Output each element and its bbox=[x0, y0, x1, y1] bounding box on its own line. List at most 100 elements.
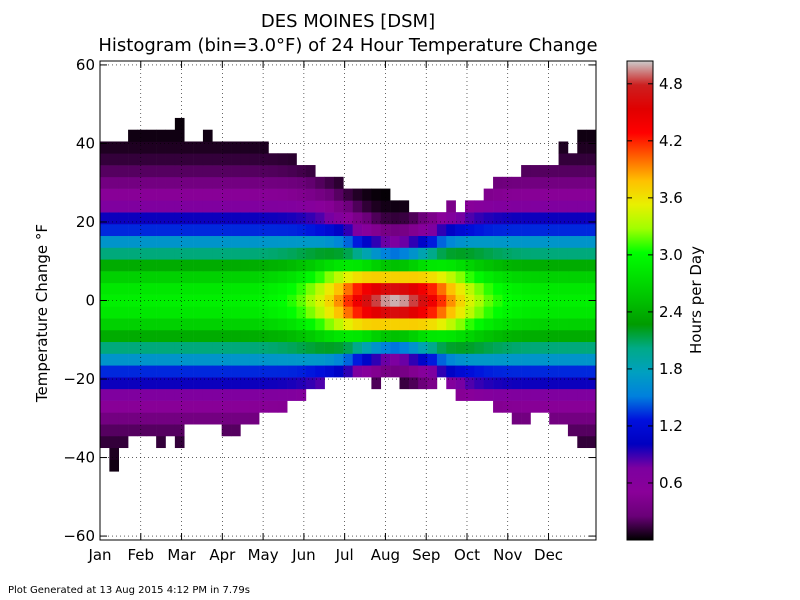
heatmap-cell bbox=[231, 294, 241, 307]
heatmap-cell bbox=[511, 388, 522, 401]
heatmap-cell bbox=[146, 259, 157, 272]
heatmap-cell bbox=[184, 235, 194, 248]
heatmap-cell bbox=[483, 200, 494, 213]
heatmap-cell bbox=[137, 377, 148, 390]
heatmap-cell bbox=[296, 306, 307, 319]
heatmap-cell bbox=[109, 235, 120, 248]
heatmap-cell bbox=[268, 200, 279, 213]
heatmap-cell bbox=[305, 212, 316, 225]
heatmap-cell bbox=[511, 223, 522, 237]
heatmap-cell bbox=[128, 165, 138, 178]
heatmap-cell bbox=[464, 200, 475, 213]
heatmap-cell bbox=[436, 341, 447, 354]
heatmap-cell bbox=[221, 329, 232, 343]
heatmap-cell bbox=[212, 247, 222, 260]
heatmap-cell bbox=[380, 365, 391, 378]
heatmap-cell bbox=[100, 329, 110, 343]
heatmap-cell bbox=[352, 271, 363, 284]
heatmap-cell bbox=[118, 377, 129, 390]
heatmap-cell bbox=[231, 388, 241, 401]
heatmap-cell bbox=[128, 400, 138, 413]
heatmap-cell bbox=[483, 306, 494, 319]
heatmap-cell bbox=[333, 176, 344, 189]
heatmap-cell bbox=[502, 247, 513, 260]
heatmap-cell bbox=[184, 341, 194, 354]
heatmap-cell bbox=[558, 212, 569, 225]
heatmap-cell bbox=[446, 271, 456, 284]
heatmap-cell bbox=[109, 400, 120, 413]
heatmap-cell bbox=[100, 141, 110, 154]
heatmap-cell bbox=[296, 271, 307, 284]
heatmap-cell bbox=[352, 282, 363, 295]
heatmap-cell bbox=[202, 141, 213, 154]
heatmap-cell bbox=[287, 329, 297, 343]
heatmap-cell bbox=[259, 341, 269, 354]
heatmap-cell bbox=[305, 306, 316, 319]
heatmap-cell bbox=[156, 259, 166, 272]
heatmap-cell bbox=[446, 365, 456, 378]
heatmap-cell bbox=[427, 235, 438, 248]
heatmap-cell bbox=[493, 341, 503, 354]
heatmap-cell bbox=[567, 318, 578, 331]
heatmap-cell bbox=[539, 306, 550, 319]
heatmap-cell bbox=[231, 329, 241, 343]
heatmap-cell bbox=[399, 318, 410, 331]
heatmap-cell bbox=[399, 223, 410, 237]
heatmap-cell bbox=[371, 306, 382, 319]
heatmap-cell bbox=[137, 165, 148, 178]
heatmap-cell bbox=[212, 271, 222, 284]
heatmap-cell bbox=[567, 353, 578, 366]
heatmap-cell bbox=[333, 247, 344, 260]
heatmap-cell bbox=[118, 435, 129, 449]
heatmap-cell bbox=[249, 294, 260, 307]
heatmap-cell bbox=[146, 318, 157, 331]
heatmap-cell bbox=[549, 341, 559, 354]
colorbar-label: Hours per Day bbox=[687, 246, 705, 354]
heatmap-cell bbox=[174, 424, 185, 437]
heatmap-cell bbox=[530, 388, 541, 401]
heatmap-cell bbox=[100, 153, 110, 166]
heatmap-cell bbox=[446, 212, 456, 225]
heatmap-cell bbox=[156, 165, 166, 178]
heatmap-cell bbox=[296, 176, 307, 189]
heatmap-cell bbox=[380, 329, 391, 343]
heatmap-cell bbox=[530, 235, 541, 248]
heatmap-cell bbox=[231, 176, 241, 189]
heatmap-cell bbox=[231, 247, 241, 260]
heatmap-cell bbox=[493, 188, 503, 201]
heatmap-cell bbox=[202, 129, 213, 142]
heatmap-cell bbox=[156, 306, 166, 319]
heatmap-cell bbox=[436, 247, 447, 260]
heatmap-cell bbox=[174, 165, 185, 178]
heatmap-cell bbox=[137, 282, 148, 295]
heatmap-cell bbox=[137, 200, 148, 213]
heatmap-cell bbox=[352, 259, 363, 272]
heatmap-cell bbox=[146, 400, 157, 413]
heatmap-cell bbox=[156, 212, 166, 225]
heatmap-cell bbox=[184, 365, 194, 378]
heatmap-cell bbox=[287, 318, 297, 331]
colorbar bbox=[626, 60, 654, 541]
heatmap-cell bbox=[502, 341, 513, 354]
heatmap-cell bbox=[436, 271, 447, 284]
heatmap-cell bbox=[287, 377, 297, 390]
heatmap-cell bbox=[483, 223, 494, 237]
x-tick-label: Apr bbox=[209, 546, 236, 564]
heatmap-cell bbox=[212, 259, 222, 272]
heatmap-cell bbox=[184, 353, 194, 366]
heatmap-cell bbox=[221, 141, 232, 154]
heatmap-cell bbox=[231, 271, 241, 284]
heatmap-cell bbox=[502, 353, 513, 366]
heatmap-cell bbox=[343, 212, 353, 225]
heatmap-cell bbox=[408, 223, 419, 237]
heatmap-cell bbox=[174, 176, 185, 189]
heatmap-cell bbox=[418, 294, 428, 307]
heatmap-cell bbox=[539, 200, 550, 213]
heatmap-cell bbox=[390, 271, 400, 284]
heatmap-cell bbox=[109, 247, 120, 260]
heatmap-cell bbox=[240, 294, 251, 307]
heatmap-cell bbox=[455, 306, 466, 319]
heatmap-cell bbox=[109, 365, 120, 378]
heatmap-cell bbox=[174, 353, 185, 366]
heatmap-cell bbox=[408, 318, 419, 331]
